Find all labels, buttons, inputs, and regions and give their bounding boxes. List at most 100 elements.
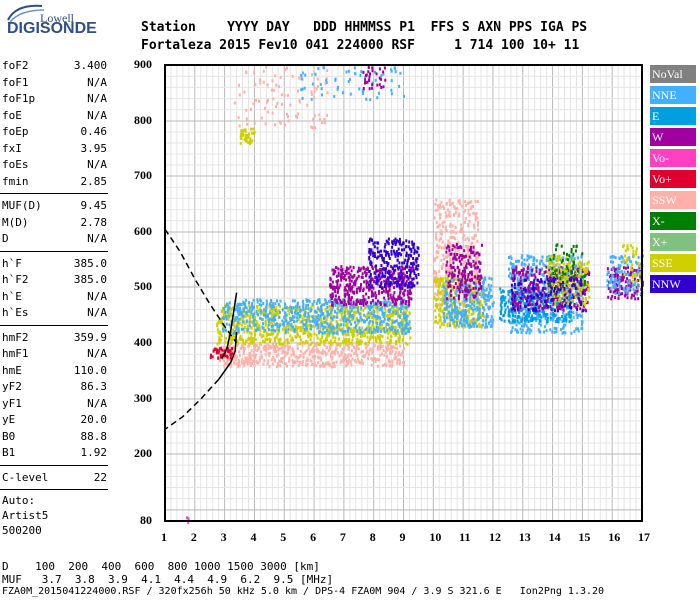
echo-point-ssw <box>332 351 335 355</box>
echo-point-sse <box>336 313 339 317</box>
echo-point-ssw <box>320 364 323 368</box>
echo-point-nne <box>535 259 538 263</box>
echo-point-w <box>393 291 396 295</box>
echo-point-nne <box>575 327 578 331</box>
echo-point-w <box>350 287 353 291</box>
echo-point-nnw <box>393 264 396 268</box>
echo-point-sse <box>300 314 303 318</box>
echo-point-w <box>380 268 383 272</box>
echo-point-sse <box>320 339 323 343</box>
echo-point-nne <box>222 317 225 321</box>
echo-point-nne <box>527 326 530 330</box>
echo-point-sse <box>339 342 342 346</box>
echo-point-nne <box>398 321 401 325</box>
echo-point-nne <box>342 330 345 334</box>
echo-point-sse <box>361 326 364 330</box>
echo-point-ssw <box>436 208 439 212</box>
echo-point-w <box>445 250 448 254</box>
echo-point-sse <box>366 315 368 319</box>
echo-point-e <box>519 292 522 296</box>
echo-point-e <box>522 292 525 296</box>
echo-point-w <box>542 307 545 311</box>
echo-point-ssw <box>309 350 312 354</box>
echo-point-sse <box>309 342 312 346</box>
echo-point-nne <box>346 318 349 322</box>
echo-point-nnw <box>380 249 383 253</box>
echo-point-sse <box>287 309 290 313</box>
echo-point-nne <box>519 316 522 320</box>
echo-point-nnw <box>403 248 406 252</box>
echo-point-e <box>500 305 503 309</box>
echo-point-w <box>452 261 455 265</box>
echo-point-nnw <box>395 264 398 268</box>
echo-point-nne <box>485 288 488 292</box>
echo-point-sse <box>352 326 355 330</box>
echo-point-nnw <box>400 275 403 279</box>
echo-point-e <box>521 299 524 303</box>
echo-point-w <box>476 277 479 280</box>
echo-point-ssw <box>297 364 300 367</box>
echo-point-w <box>474 266 477 270</box>
echo-point-sse <box>394 325 397 329</box>
echo-point-nne <box>330 329 333 333</box>
echo-point-nne <box>481 323 484 327</box>
echo-point-w <box>468 278 471 282</box>
echo-point-nnw <box>404 258 407 262</box>
echo-point-nne <box>283 315 286 319</box>
echo-point-ssw <box>452 230 455 234</box>
echo-point-nne <box>358 326 361 330</box>
echo-point-nne <box>406 314 409 318</box>
echo-point-ssw <box>355 352 358 356</box>
echo-point-sse <box>448 321 451 325</box>
echo-point-sse <box>334 336 337 340</box>
echo-point-nnw <box>384 274 387 278</box>
echo-point-sse <box>446 288 448 292</box>
echo-point-ssw <box>440 236 442 240</box>
echo-point-nne <box>222 327 224 331</box>
echo-point-nne <box>580 254 583 258</box>
echo-point-w <box>365 268 368 271</box>
echo-point-ssw <box>313 362 316 366</box>
param-row-fof2: foF2 3.400 <box>2 58 107 74</box>
echo-point-sse <box>297 318 300 321</box>
echo-point-ssw <box>306 358 309 362</box>
echo-point-nne <box>384 301 387 305</box>
echo-point-nne <box>265 309 267 313</box>
echo-point-nne <box>248 320 251 324</box>
echo-point-nne <box>322 325 325 329</box>
echo-point-nne <box>445 293 448 297</box>
echo-point-nne <box>304 311 307 315</box>
echo-point-sse <box>464 315 467 319</box>
param-row-clevel: C-level 22 <box>2 470 107 486</box>
echo-point-ssw <box>293 353 295 357</box>
echo-point-sse <box>244 314 247 318</box>
param-value: 88.8 <box>80 429 108 443</box>
echo-point-w <box>408 299 410 303</box>
echo-point-nnw <box>411 283 414 287</box>
echo-point-nne <box>555 327 558 330</box>
echo-point-nne <box>285 313 288 317</box>
echo-point-nne <box>298 305 301 309</box>
echo-point-nne <box>474 282 477 286</box>
param-value: 9.45 <box>80 199 108 212</box>
echo-point-ssw <box>298 360 301 364</box>
echo-point-ssw <box>402 360 405 364</box>
echo-point-ssw <box>466 236 469 240</box>
echo-point-sse <box>437 289 440 293</box>
echo-point-nne <box>448 324 451 328</box>
echo-point-ssw <box>226 363 229 367</box>
echo-point-ssw <box>274 349 277 353</box>
echo-point-w <box>464 274 466 278</box>
echo-point-ssw <box>474 199 477 203</box>
echo-point-nne <box>511 266 513 270</box>
echo-point-nne <box>514 328 517 332</box>
param-value: 385.0 <box>73 256 107 270</box>
echo-point-w <box>345 266 348 270</box>
echo-point-w <box>458 294 460 298</box>
echo-point-nne <box>558 272 561 276</box>
echo-point-nne <box>536 313 538 317</box>
echo-point-ssw <box>453 214 456 217</box>
echo-point-nnw <box>408 247 411 251</box>
echo-point-sse <box>283 325 286 329</box>
echo-point-w <box>391 275 394 279</box>
